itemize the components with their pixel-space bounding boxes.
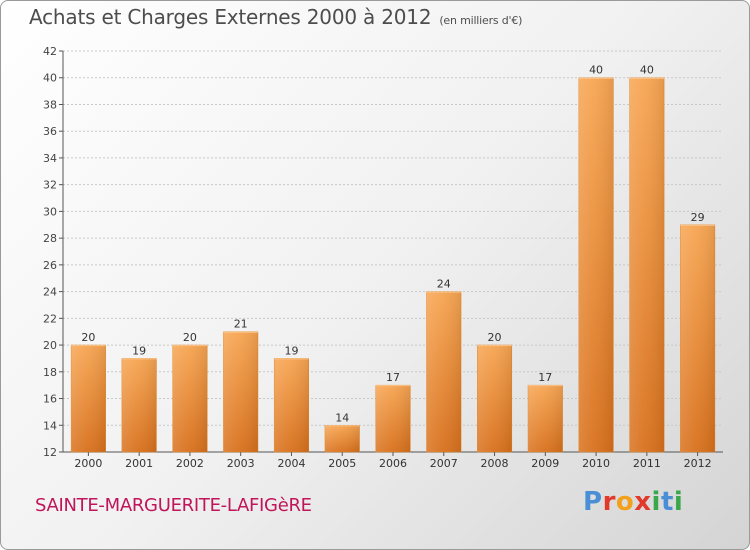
- x-tick-label: 2004: [277, 457, 305, 470]
- x-tick-label: 2012: [684, 457, 712, 470]
- commune-name: SAINTE-MARGUERITE-LAFIGèRE: [35, 495, 312, 516]
- bar-value-label: 17: [386, 371, 400, 384]
- y-tick-label: 36: [43, 125, 57, 138]
- bar-shine: [71, 345, 106, 452]
- bar-shine: [274, 358, 309, 452]
- bar-shine: [528, 385, 563, 452]
- bar-shine: [629, 77, 665, 452]
- bar-shine: [680, 224, 715, 452]
- y-tick-label: 12: [43, 446, 57, 459]
- bar-value-label: 21: [234, 318, 248, 331]
- logo-letter: r: [602, 487, 616, 517]
- bar-shine: [324, 425, 360, 452]
- bar-value-label: 20: [488, 331, 502, 344]
- y-tick-label: 20: [43, 339, 57, 352]
- bar-shine: [477, 345, 512, 452]
- y-tick-label: 24: [43, 286, 57, 299]
- chart-title: Achats et Charges Externes 2000 à 2012 (e…: [29, 5, 523, 29]
- bar-value-label: 17: [538, 371, 552, 384]
- bar-value-label: 19: [284, 344, 298, 357]
- x-tick-label: 2002: [176, 457, 204, 470]
- bar-shine: [426, 291, 462, 452]
- x-tick-label: 2009: [531, 457, 559, 470]
- x-tick-label: 2006: [379, 457, 407, 470]
- x-tick-label: 2001: [125, 457, 153, 470]
- y-tick-label: 30: [43, 205, 57, 218]
- bar-value-label: 14: [335, 411, 349, 424]
- y-tick-label: 14: [43, 419, 57, 432]
- logo-letter: o: [615, 487, 635, 517]
- y-tick-label: 16: [43, 393, 57, 406]
- x-tick-label: 2000: [74, 457, 102, 470]
- bar-shine: [578, 77, 614, 452]
- x-tick-label: 2011: [633, 457, 661, 470]
- y-tick-label: 34: [43, 152, 57, 165]
- y-tick-label: 38: [43, 98, 57, 111]
- y-tick-label: 22: [43, 312, 57, 325]
- logo-letter: i: [673, 487, 684, 517]
- bar-value-label: 20: [81, 331, 95, 344]
- y-tick-label: 40: [43, 72, 57, 85]
- x-tick-label: 2010: [582, 457, 610, 470]
- bar-shine: [172, 345, 208, 452]
- y-tick-label: 42: [43, 45, 57, 58]
- bar-value-label: 40: [589, 64, 603, 77]
- x-tick-label: 2005: [328, 457, 356, 470]
- y-tick-label: 18: [43, 366, 57, 379]
- y-tick-label: 32: [43, 179, 57, 192]
- logo-letter: t: [660, 487, 674, 517]
- bar-value-label: 29: [691, 211, 705, 224]
- proxiti-logo: Proxiti: [583, 487, 683, 517]
- x-tick-label: 2003: [227, 457, 255, 470]
- bar-value-label: 40: [640, 64, 654, 77]
- bar-value-label: 24: [437, 278, 451, 291]
- bar-value-label: 19: [132, 344, 146, 357]
- logo-letter: x: [634, 487, 652, 517]
- logo-letter: i: [651, 487, 661, 517]
- x-tick-label: 2007: [430, 457, 458, 470]
- bar-shine: [121, 358, 157, 452]
- y-tick-label: 26: [43, 259, 57, 272]
- bar-value-label: 20: [183, 331, 197, 344]
- bar-shine: [375, 385, 411, 452]
- bar-shine: [223, 331, 258, 452]
- logo-letter: P: [583, 487, 603, 517]
- y-tick-label: 28: [43, 232, 57, 245]
- x-tick-label: 2008: [481, 457, 509, 470]
- chart-subtitle: (en milliers d'€): [439, 14, 523, 27]
